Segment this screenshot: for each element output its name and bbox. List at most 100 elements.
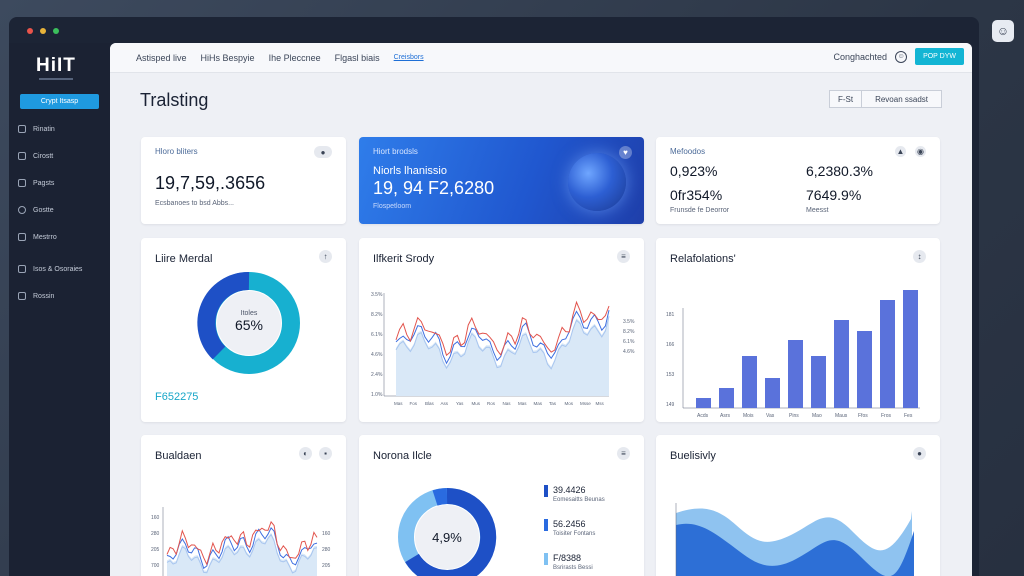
y2-tick-label: 8.2% — [623, 329, 635, 335]
legend-subtext: Bsrirasts Bessi — [553, 565, 593, 571]
filter-button[interactable]: F-St — [837, 95, 854, 104]
y2-tick-label: 3.5% — [623, 319, 635, 325]
share-icon[interactable]: ◐ — [299, 447, 312, 460]
line-chart-card-2[interactable]: Bualdaen ◐ ▪ 160160280280205205700700150… — [141, 435, 346, 576]
sidebar-item-3[interactable]: Pagsts — [18, 179, 54, 187]
card-menu-icon[interactable]: ▪ — [319, 447, 332, 460]
x-tick-label: Mus — [472, 401, 481, 406]
donut2-segment-2 — [432, 488, 448, 506]
y2-tick-label: 205 — [322, 563, 331, 569]
donut-card-2[interactable]: Norona Ilcle ≡ 4,9% 39.4426 Eomesaitts Be… — [359, 435, 644, 576]
card-menu-icon[interactable]: ↑ — [319, 250, 332, 263]
metric-value-3: 0fr354% — [670, 187, 723, 203]
toggle-icon[interactable]: ● — [314, 146, 332, 158]
y-tick-label: 160 — [151, 515, 160, 521]
y-tick-label: 166 — [666, 342, 675, 348]
y-tick-label: 153 — [666, 372, 675, 378]
x-tick-label: Ffos — [858, 413, 868, 419]
nav-link-2[interactable]: HiHs Bespyie — [200, 53, 255, 63]
group-icon — [18, 233, 26, 241]
sidebar-primary-button[interactable]: Crypt Itsasp — [20, 94, 99, 109]
bar — [880, 300, 895, 408]
stat-card-3[interactable]: Mefoodos ▲ ◉ 0,923% 6,2380.3% 0fr354% 76… — [656, 137, 940, 224]
y-tick-label: 6.1% — [371, 332, 383, 338]
x-tick-label: Tas — [549, 401, 557, 406]
card-menu-icon[interactable]: ↕ — [913, 250, 926, 263]
bar — [903, 290, 918, 408]
close-dot[interactable] — [27, 28, 33, 34]
line-area-fill — [396, 314, 609, 396]
chat-icon — [18, 152, 26, 160]
minimize-dot[interactable] — [40, 28, 46, 34]
window-controls — [27, 28, 59, 34]
card-menu-icon[interactable]: ≡ — [617, 447, 630, 460]
bar — [765, 378, 780, 408]
x-tick-label: Pins — [789, 413, 799, 419]
card-title: Norona Ilcle — [373, 450, 432, 462]
lock-icon[interactable]: ▲ — [895, 146, 906, 157]
series-red-line — [166, 520, 318, 566]
card-title: Liire Merdal — [155, 253, 213, 265]
bar-chart-card[interactable]: Relafolations' ↕ 181166153149131AcdsAsrs… — [656, 238, 940, 422]
connection-status: Conghachted — [833, 51, 888, 62]
metric-value-2: 6,2380.3% — [806, 163, 873, 179]
area-chart-card[interactable]: Buelisivly ● — [656, 435, 940, 576]
user-face-icon[interactable]: ☺ — [895, 50, 908, 63]
donut-inner-label: Itoles — [241, 310, 258, 317]
top-navigation-bar: Astisped live HiHs Bespyie Ihe Pleccnee … — [110, 43, 972, 73]
series-light-line — [395, 316, 610, 370]
bar — [834, 320, 849, 408]
page-controls: F-St Revoan ssadst — [828, 90, 942, 108]
legend-swatch — [544, 519, 548, 531]
x-tick-label: Yas — [456, 401, 464, 406]
nav-link-4[interactable]: Flgasl biais — [334, 53, 380, 63]
top-action-button[interactable]: POP DYW — [915, 48, 964, 65]
card-title: Relafolations' — [670, 253, 736, 265]
stat-subtext: Flospetloom — [373, 203, 412, 210]
y2-tick-label: 280 — [322, 547, 331, 553]
bar — [719, 388, 734, 408]
maximize-dot[interactable] — [53, 28, 59, 34]
stat-card-1[interactable]: Hloro bliters ● 19,7,59,.3656 Ecsbanoes … — [141, 137, 346, 224]
donut-card[interactable]: Liire Merdal ↑ Itoles 65% F652275 — [141, 238, 346, 422]
y-tick-label: 280 — [151, 531, 160, 537]
x-tick-label: Fes — [904, 413, 913, 419]
y-tick-label: 700 — [151, 563, 160, 569]
heart-icon[interactable]: ♥ — [619, 146, 632, 159]
nav-link-3[interactable]: Ihe Pleccnee — [268, 53, 321, 63]
y-tick-label: 181 — [666, 312, 675, 318]
sidebar-item-5[interactable]: Mestrro — [18, 233, 57, 241]
logo-underline — [39, 78, 73, 80]
stat-value: 19, 94 F2,6280 — [373, 178, 495, 198]
sidebar-item-6[interactable]: Isos & Osoraies — [18, 265, 82, 273]
revenue-button[interactable]: Revoan ssadst — [861, 91, 941, 107]
legend-swatch — [544, 553, 548, 565]
stat-label: Hiort brodsls — [373, 147, 418, 156]
area-series-dark — [676, 523, 914, 576]
nav-link-5[interactable]: Creisbors — [393, 54, 424, 61]
legend-item-1: 39.4426 Eomesaitts Beunas — [544, 485, 605, 503]
metric-value-1: 0,923% — [670, 163, 718, 179]
x-tick-label: Fros — [881, 413, 892, 419]
sidebar-item-label: Rossin — [33, 292, 55, 300]
sidebar-item-1[interactable]: Rinatin — [18, 125, 55, 133]
line-chart-card[interactable]: Ilfkerit Srody ≡ 3.5% 3.5% 8.2% 8.2% 6.1% 6.1… — [359, 238, 644, 422]
sidebar-item-7[interactable]: Rossin — [18, 292, 54, 300]
eye-icon[interactable]: ◉ — [915, 146, 926, 157]
nav-link-1[interactable]: Astisped live — [136, 53, 187, 63]
stat-card-2[interactable]: Hiort brodsls Niorls lhanissio 19, 94 F2… — [359, 137, 644, 224]
donut2-hole — [415, 505, 479, 569]
sidebar: HiIT Crypt Itsasp Rinatin Cirostt Pagsts… — [9, 43, 110, 576]
extension-icon[interactable]: ☺ — [992, 20, 1014, 42]
card-menu-icon[interactable]: ≡ — [617, 250, 630, 263]
sidebar-item-4[interactable]: Gostte — [18, 206, 54, 214]
bar — [811, 356, 826, 408]
line-chart-2: 160160280280205205700700150150 — [151, 507, 331, 576]
y2-tick-label: 160 — [322, 531, 331, 537]
top-nav: Astisped live HiHs Bespyie Ihe Pleccnee … — [136, 53, 424, 63]
line2-area-fill — [167, 532, 317, 576]
main-content: Astisped live HiHs Bespyie Ihe Pleccnee … — [110, 43, 972, 576]
card-menu-icon[interactable]: ● — [913, 447, 926, 460]
sidebar-item-2[interactable]: Cirostt — [18, 152, 53, 160]
x-tick-label: Asrs — [720, 413, 731, 419]
